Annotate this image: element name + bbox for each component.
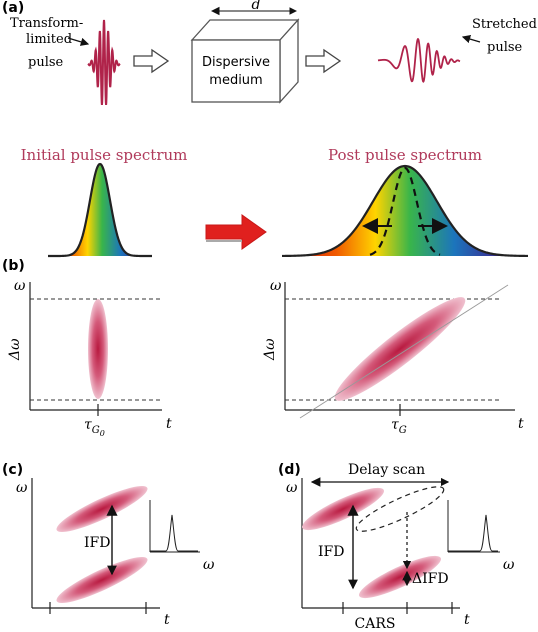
plot-b-left [29, 282, 162, 416]
t-axis-label-b2: t [518, 416, 524, 432]
pointer-arrow-icon-2 [461, 35, 481, 44]
stretched-label-2: pulse [487, 40, 523, 55]
ifd-label-c: IFD [84, 535, 110, 551]
pulse-ellipse-c-top [56, 486, 148, 532]
dispersive-medium-cube [190, 18, 300, 104]
t-axis-label-d: t [464, 612, 470, 628]
inset-peak-c [150, 514, 198, 552]
omega-axis-label-d: ω [286, 480, 298, 496]
omega-axis-label-c: ω [16, 480, 28, 496]
post-spectrum-fill [282, 166, 528, 256]
stretched-label-1: Stretched [472, 17, 537, 32]
pulse-ellipse-c-bottom [56, 557, 148, 603]
t-axis-label-b1: t [166, 416, 172, 432]
initial-spectrum-fill [48, 164, 152, 256]
process-arrow-icon-2 [305, 48, 342, 74]
stretched-pulse-waveform [377, 37, 461, 83]
plot-b-right [284, 282, 515, 419]
tau-g0-label: τG0 [84, 417, 105, 438]
delta-omega-label-b1: Δω [7, 338, 23, 361]
ifd-label-d: IFD [318, 544, 344, 560]
original-spectrum-dashed [369, 166, 441, 256]
delta-omega-label-b2: Δω [262, 338, 278, 361]
delay-scan-label: Delay scan [348, 462, 425, 478]
delta-ifd-label: ΔIFD [412, 571, 449, 587]
inset-peak-d [448, 514, 498, 552]
pulse-ellipse-right [334, 297, 466, 401]
pointer-arrow-icon [67, 37, 90, 46]
pulse-ellipse-d-dashed [355, 486, 445, 532]
red-arrow-icon [205, 214, 267, 250]
cars-label: CARS [355, 616, 396, 632]
short-pulse-waveform [87, 19, 121, 106]
transform-limited-label-3: pulse [28, 55, 64, 70]
pulse-ellipse-left [88, 299, 108, 399]
post-spectrum-curve [282, 164, 528, 258]
panel-d-label: (d) [278, 462, 301, 478]
panel-c-label: (c) [2, 462, 23, 478]
transform-limited-label-2: limited [26, 32, 72, 47]
initial-spectrum-curve [48, 162, 152, 258]
omega-inset-label-d: ω [503, 557, 515, 573]
post-spectrum-title: Post pulse spectrum [328, 146, 482, 164]
omega-axis-label-b2: ω [270, 278, 282, 294]
omega-inset-label-c: ω [203, 557, 215, 573]
panel-a-label: (a) [2, 0, 24, 16]
t-axis-label-c: t [164, 612, 170, 628]
length-label: d [252, 0, 261, 13]
plot-d [301, 477, 500, 614]
initial-spectrum-title: Initial pulse spectrum [21, 146, 188, 164]
plot-c [31, 478, 200, 614]
panel-b-label: (b) [2, 258, 25, 274]
medium-label-2: medium [209, 73, 262, 88]
transform-limited-label-1: Transform- [10, 16, 83, 31]
process-arrow-icon [133, 48, 170, 74]
pulse-ellipse-d-bottom [358, 555, 442, 599]
pulse-ellipse-d-top [301, 487, 385, 531]
tau-g-label: τG [391, 417, 407, 436]
omega-axis-label-b1: ω [14, 278, 26, 294]
medium-label-1: Dispersive [202, 55, 270, 70]
chirp-line [299, 284, 509, 419]
